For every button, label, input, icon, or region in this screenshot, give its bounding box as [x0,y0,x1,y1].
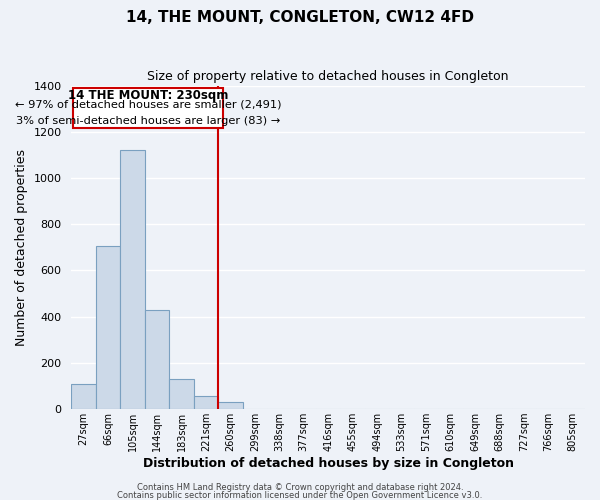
Text: 14, THE MOUNT, CONGLETON, CW12 4FD: 14, THE MOUNT, CONGLETON, CW12 4FD [126,10,474,25]
FancyBboxPatch shape [73,88,223,128]
Bar [121,150,145,409]
Bar [169,378,194,409]
Bar [71,384,96,409]
Title: Size of property relative to detached houses in Congleton: Size of property relative to detached ho… [148,70,509,83]
Text: 14 THE MOUNT: 230sqm: 14 THE MOUNT: 230sqm [68,89,228,102]
Text: 3% of semi-detached houses are larger (83) →: 3% of semi-detached houses are larger (8… [16,116,280,126]
X-axis label: Distribution of detached houses by size in Congleton: Distribution of detached houses by size … [143,457,514,470]
Bar [194,396,218,409]
Text: Contains public sector information licensed under the Open Government Licence v3: Contains public sector information licen… [118,490,482,500]
Text: Contains HM Land Registry data © Crown copyright and database right 2024.: Contains HM Land Registry data © Crown c… [137,483,463,492]
Bar [218,402,242,409]
Y-axis label: Number of detached properties: Number of detached properties [15,149,28,346]
Bar [96,246,121,409]
Bar [145,310,169,409]
Text: ← 97% of detached houses are smaller (2,491): ← 97% of detached houses are smaller (2,… [14,100,281,110]
